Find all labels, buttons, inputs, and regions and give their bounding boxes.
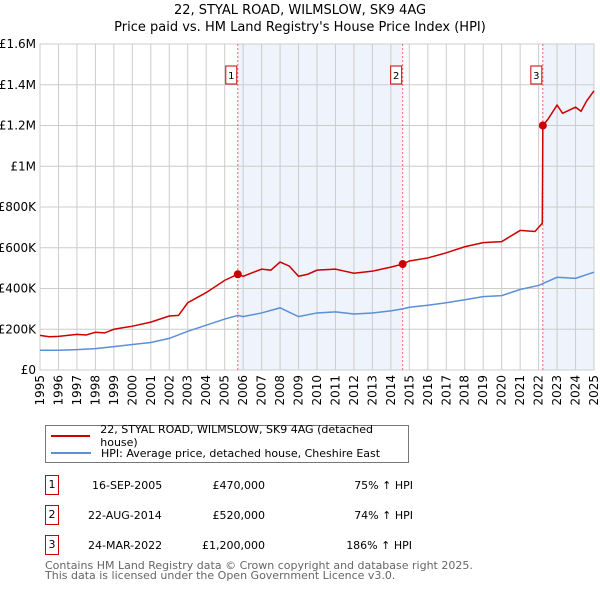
sale-row: 3 24-MAR-2022 £1,200,000 186% ↑ HPI xyxy=(45,535,445,555)
plot-border xyxy=(39,43,595,371)
sale-marker-label: 3 xyxy=(533,71,539,82)
x-tick-label: 1996 xyxy=(51,375,65,406)
x-tick-label: 2000 xyxy=(125,375,139,406)
x-tick-label: 1999 xyxy=(107,375,121,406)
sale-hpi: 75% ↑ HPI xyxy=(354,479,413,492)
y-tick-label: £800K xyxy=(0,200,37,214)
x-tick-label: 1997 xyxy=(70,375,84,406)
legend-swatch xyxy=(51,435,91,437)
y-tick-label: £1.4M xyxy=(0,78,36,92)
sale-date: 22-AUG-2014 xyxy=(88,509,162,522)
chart-title: 22, STYAL ROAD, WILMSLOW, SK9 4AG xyxy=(173,3,427,18)
x-tick-label: 2013 xyxy=(365,375,379,406)
x-tick-label: 2007 xyxy=(255,375,269,406)
x-tick-label: 2024 xyxy=(569,375,583,406)
y-tick-label: £1.2M xyxy=(0,119,36,133)
sale-marker-box xyxy=(390,65,403,85)
x-tick-label: 2005 xyxy=(218,375,232,406)
x-tick-label: 2020 xyxy=(495,375,509,406)
chart-area: 1995 1996 1997 1998 1999 2000 2001 2002 2003 2004… xyxy=(0,37,600,406)
sale-marker-badge: 3 xyxy=(45,535,59,555)
series-line xyxy=(39,90,595,338)
x-tick-label: 2010 xyxy=(310,375,324,406)
sale-point xyxy=(398,260,407,269)
y-tick-label: £1.6M xyxy=(0,37,36,51)
x-tick-label: 2018 xyxy=(458,375,472,406)
legend-label: 22, STYAL ROAD, WILMSLOW, SK9 4AG (detac… xyxy=(100,423,373,449)
sale-hpi: 74% ↑ HPI xyxy=(354,509,413,522)
legend: 22, STYAL ROAD, WILMSLOW, SK9 4AG (detac… xyxy=(45,423,409,463)
x-tick-label: 2012 xyxy=(347,375,361,406)
sale-date: 24-MAR-2022 xyxy=(88,539,163,552)
y-tick-label: £1M xyxy=(10,159,36,173)
x-tick-label: 2001 xyxy=(144,375,158,406)
x-tick-label: 2002 xyxy=(162,375,176,406)
x-tick-label: 2008 xyxy=(273,375,287,406)
sale-marker-label: 1 xyxy=(228,71,234,82)
sale-price: £520,000 xyxy=(212,509,266,522)
x-tick-label: 1995 xyxy=(33,375,47,406)
sale-marker-badge: 2 xyxy=(45,505,59,525)
sale-point xyxy=(233,270,242,279)
sale-hpi: 186% ↑ HPI xyxy=(346,539,412,552)
x-tick-label: 2004 xyxy=(199,375,213,406)
footer-copyright: Contains HM Land Registry data © Crown c… xyxy=(45,559,473,572)
x-tick-label: 2014 xyxy=(384,375,398,406)
y-tick-label: £600K xyxy=(0,241,37,255)
x-tick-label: 2021 xyxy=(513,375,527,406)
sale-marker-label: 2 xyxy=(393,71,399,82)
sale-date: 16-SEP-2005 xyxy=(92,479,163,492)
sale-marker-box xyxy=(530,65,543,85)
chart-subtitle: Price paid vs. HM Land Registry's House … xyxy=(114,20,486,35)
sale-price: £1,200,000 xyxy=(202,539,265,552)
sale-marker-box xyxy=(225,65,238,85)
sale-point xyxy=(538,121,547,130)
footer: Contains HM Land Registry data © Crown c… xyxy=(45,559,473,582)
x-tick-label: 2009 xyxy=(292,375,306,406)
legend-swatch xyxy=(51,452,91,454)
y-tick-label: £400K xyxy=(0,282,37,296)
x-tick-label: 2017 xyxy=(439,375,453,406)
x-tick-label: 2022 xyxy=(532,375,546,406)
x-tick-label: 2019 xyxy=(476,375,490,406)
x-tick-label: 2025 xyxy=(587,375,600,406)
legend-item-hpi: HPI: Average price, detached house, Ches… xyxy=(46,445,380,461)
footer-licence: This data is licensed under the Open Gov… xyxy=(45,569,396,582)
sale-row: 1 16-SEP-2005 £470,000 75% ↑ HPI xyxy=(45,475,445,495)
sale-price: £470,000 xyxy=(212,479,266,492)
x-tick-label: 2003 xyxy=(181,375,195,406)
x-tick-label: 2015 xyxy=(402,375,416,406)
series-line xyxy=(40,271,595,351)
legend-item-property: 22, STYAL ROAD, WILMSLOW, SK9 4AG (detac… xyxy=(46,423,408,449)
x-tick-label: 2023 xyxy=(550,375,564,406)
x-tick-label: 2006 xyxy=(236,375,250,406)
x-tick-label: 2011 xyxy=(328,375,342,406)
y-tick-label: £200K xyxy=(0,322,37,336)
x-tick-label: 2016 xyxy=(421,375,435,406)
x-tick-label: 1998 xyxy=(88,375,102,406)
legend-label: HPI: Average price, detached house, Ches… xyxy=(101,446,381,460)
y-tick-label: £0 xyxy=(21,363,36,377)
sale-row: 2 22-AUG-2014 £520,000 74% ↑ HPI xyxy=(45,505,445,525)
sale-marker-badge: 1 xyxy=(45,475,59,495)
